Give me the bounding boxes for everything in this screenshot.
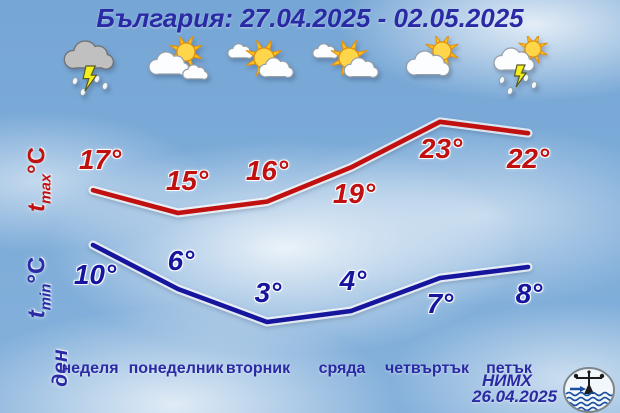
tmin-subscript: min [37, 283, 55, 311]
tmin-point-label: 4° [339, 265, 367, 296]
tmax-symbol: t [23, 203, 51, 212]
tmin-unit: °C [23, 256, 51, 284]
page-title: България: 27.04.2025 - 02.05.2025 [96, 3, 524, 33]
tmin-point-label: 10° [73, 259, 117, 290]
tmin-line [90, 242, 531, 325]
tmax-point-label: 23° [419, 132, 463, 164]
footer: НИМХ 26.04.2025 [472, 371, 558, 406]
sun-behind-cloud-icon [389, 34, 473, 102]
tmax-point-label: 15° [165, 165, 209, 196]
day-label: вторник [225, 360, 291, 377]
tmax-unit: °C [23, 146, 51, 174]
organization-name: НИМХ [482, 371, 533, 390]
day-label: сряда [318, 360, 366, 377]
sun-and-clouds-icon [304, 36, 388, 102]
tmin-point-label: 6° [167, 245, 195, 276]
tmin-point-label: 8° [515, 278, 543, 309]
tmax-subscript: max [37, 173, 55, 204]
day-label: четвъртък [385, 360, 469, 377]
day-label: понеделник [128, 360, 224, 377]
issue-date: 26.04.2025 [472, 387, 558, 406]
day-label: петък [486, 360, 532, 377]
tmax-point-label: 22° [506, 143, 550, 175]
tmin-point-label: 3° [254, 277, 282, 308]
tmin-symbol: t [23, 310, 51, 319]
thunderstorm-with-sun-icon [477, 34, 561, 102]
tmax-line [90, 119, 531, 216]
nimh-logo-icon [563, 367, 615, 413]
day-label: неделя [61, 360, 119, 377]
tmax-point-label: 19° [332, 178, 376, 210]
tmax-point-label: 17° [78, 144, 122, 176]
sun-and-clouds-icon [219, 36, 303, 102]
thunderstorm-icon [48, 36, 132, 102]
tmin-axis-label: tmin°C [24, 232, 55, 342]
tmax-axis-label: tmax°C [24, 124, 55, 234]
sun-behind-clouds-icon [134, 35, 218, 102]
tmin-point-label: 7° [426, 288, 454, 319]
tmax-point-label: 16° [245, 154, 289, 186]
